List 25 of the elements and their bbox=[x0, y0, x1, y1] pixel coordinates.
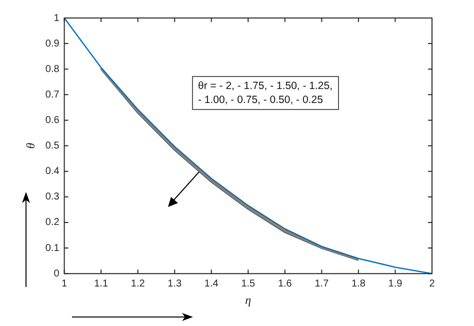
y-tick-label: 0.8 bbox=[45, 64, 60, 75]
x-axis-title: η bbox=[245, 292, 252, 307]
x-tick-label: 1.7 bbox=[314, 278, 330, 290]
y-tick-label: 0.2 bbox=[45, 217, 60, 228]
y-tick-label: 0.3 bbox=[45, 192, 60, 203]
y-tick-label: 1 bbox=[54, 12, 60, 24]
y-tick-label: 0.4 bbox=[45, 166, 60, 178]
x-tick-label: 2 bbox=[429, 278, 436, 290]
y-tick-label: 0.1 bbox=[45, 242, 60, 254]
x-tick-label: 1.5 bbox=[241, 278, 256, 290]
x-tick-label: 1.9 bbox=[388, 278, 403, 290]
x-tick-label: 1 bbox=[62, 278, 68, 290]
x-tick-label: 1.8 bbox=[352, 278, 366, 290]
annotation: θr = - 2, - 1.75, - 1.50, - 1.25, - 1.00, - 0.75, - 0.50, - 0.25 bbox=[192, 76, 339, 110]
y-tick-label: 0.5 bbox=[45, 140, 60, 152]
x-tick-label: 1.6 bbox=[278, 278, 292, 290]
y-tick-label: 0 bbox=[54, 268, 60, 280]
x-tick-label: 1.1 bbox=[94, 278, 108, 290]
y-tick-label: 0.6 bbox=[45, 114, 60, 126]
x-tick-label: 1.3 bbox=[168, 278, 182, 290]
y-tick-label: 0.7 bbox=[45, 89, 60, 100]
x-tick-label: 1.4 bbox=[204, 278, 219, 290]
y-axis-title: θ bbox=[23, 142, 38, 149]
y-tick-label: 0.9 bbox=[45, 38, 60, 50]
x-tick-label: 1.2 bbox=[130, 278, 146, 290]
